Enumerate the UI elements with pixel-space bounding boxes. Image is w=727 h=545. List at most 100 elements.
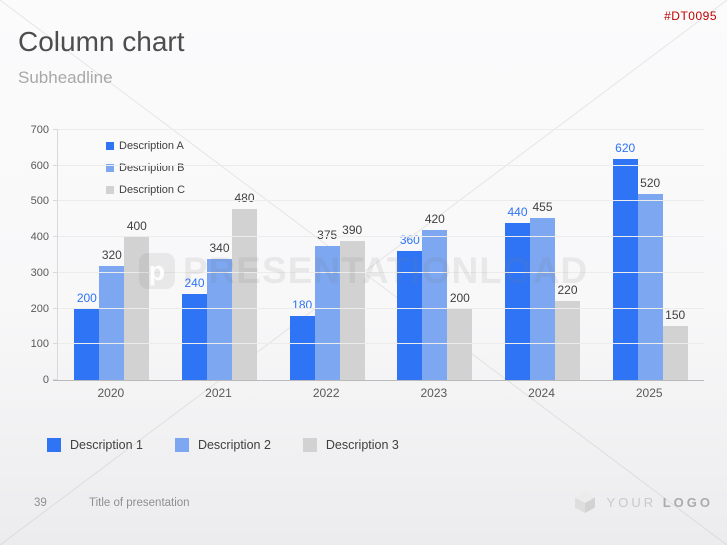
product-code: #DT0095 — [664, 9, 717, 23]
gridline-400 — [58, 236, 704, 238]
bar-value-label: 200 — [76, 290, 97, 305]
bar-slot: 420 — [422, 212, 448, 380]
x-axis-labels: 2020 2021 2022 2023 2024 2025 — [57, 386, 703, 400]
legend-label: Description 3 — [325, 438, 399, 452]
bar-slot: 400 — [124, 219, 150, 380]
bar-description-a-2025 — [612, 158, 638, 380]
bar-slot: 180 — [289, 298, 315, 380]
bar-description-c-2024 — [555, 301, 581, 380]
bar-value-label: 440 — [507, 204, 528, 219]
cube-logo-icon — [574, 492, 595, 513]
bar-slot: 440 — [505, 205, 531, 380]
y-tick-500 — [53, 200, 58, 202]
bar-description-b-2022 — [314, 246, 340, 380]
bar-value-label: 200 — [449, 290, 470, 305]
footer-logo: YOUR LOGO — [573, 490, 713, 514]
y-tick-label-0: 0 — [42, 374, 49, 386]
bar-value-label: 520 — [640, 176, 661, 191]
bar-value-label: 400 — [126, 219, 147, 234]
footer-presentation-title: Title of presentation — [89, 497, 190, 509]
bar-description-a-2023 — [397, 251, 423, 380]
bar-group-2021: 240 340 480 — [166, 130, 274, 380]
legend-item-description-1: Description 1 — [47, 438, 143, 452]
bar-group-2024: 440 455 220 — [489, 130, 597, 380]
x-tick-label-2024: 2024 — [528, 386, 555, 400]
bar-group-2022: 180 375 390 — [273, 130, 381, 380]
x-tick-label-2022: 2022 — [312, 386, 340, 400]
y-tick-label-300: 300 — [30, 266, 49, 279]
bar-value-label: 620 — [615, 140, 636, 155]
x-tick-label-2020: 2020 — [97, 386, 125, 400]
y-tick-label-400: 400 — [30, 231, 49, 244]
bar-value-label: 390 — [342, 222, 363, 237]
bar-description-b-2020 — [99, 265, 125, 380]
legend-swatch-icon — [106, 186, 114, 194]
y-tick-200 — [53, 307, 58, 309]
page-subtitle: Subheadline — [18, 68, 113, 87]
x-tick-label-2021: 2021 — [205, 386, 232, 400]
y-tick-label-200: 200 — [30, 302, 49, 315]
y-tick-300 — [53, 271, 58, 273]
logo-text-bold: LOGO — [662, 494, 713, 510]
bar-value-label: 420 — [424, 212, 445, 226]
bar-description-c-2022 — [339, 240, 365, 380]
bar-description-c-2020 — [124, 237, 150, 380]
bar-value-label: 455 — [532, 199, 553, 214]
page-number: 39 — [34, 497, 47, 509]
x-axis-line — [53, 380, 704, 381]
gridline-300 — [58, 271, 704, 273]
bar-slot: 360 — [397, 233, 423, 380]
gridline-600 — [58, 164, 704, 166]
bar-slot: 390 — [339, 223, 365, 380]
y-tick-label-500: 500 — [30, 195, 49, 208]
gridline-200 — [58, 307, 704, 309]
legend-label: Description C — [119, 184, 186, 196]
bar-value-label: 340 — [209, 240, 230, 255]
legend-item-description-2: Description 2 — [174, 438, 271, 452]
bar-slot: 320 — [99, 248, 125, 380]
legend-swatch-icon — [47, 438, 61, 452]
bar-slot: 150 — [662, 308, 688, 380]
bar-value-label: 150 — [665, 308, 686, 323]
legend-swatch-icon — [174, 438, 189, 452]
x-tick-label-2023: 2023 — [420, 386, 448, 400]
bar-description-b-2025 — [637, 194, 663, 380]
y-tick-600 — [53, 164, 58, 166]
legend-item-description-3: Description 3 — [302, 438, 399, 452]
legend-item-description-c: Description C — [106, 184, 185, 196]
gridline-100 — [58, 343, 704, 345]
bar-description-b-2021 — [207, 258, 232, 380]
bar-value-label: 320 — [101, 247, 122, 262]
bar-value-label: 375 — [317, 228, 338, 243]
legend-label: Description 2 — [197, 438, 271, 452]
bar-value-label: 220 — [557, 283, 578, 298]
y-tick-label-600: 600 — [30, 159, 49, 172]
y-tick-700 — [53, 129, 58, 130]
bar-description-c-2021 — [232, 208, 257, 380]
bar-description-b-2024 — [530, 217, 556, 380]
legend-swatch-icon — [106, 164, 114, 172]
y-tick-0 — [53, 379, 58, 380]
bar-slot: 455 — [530, 200, 556, 380]
bottom-legend: Description 1 Description 2 Description 3 — [47, 438, 399, 452]
page-title: Column chart — [18, 26, 185, 57]
bar-value-label: 480 — [234, 190, 255, 205]
y-tick-label-700: 700 — [30, 124, 49, 136]
legend-label: Description A — [119, 140, 184, 152]
y-tick-label-100: 100 — [30, 338, 49, 351]
bar-slot: 620 — [612, 141, 638, 380]
legend-swatch-icon — [106, 142, 114, 150]
bar-slot: 520 — [637, 176, 663, 380]
bar-description-a-2024 — [505, 222, 531, 380]
legend-swatch-icon — [302, 438, 317, 452]
bar-description-a-2021 — [182, 294, 207, 380]
bar-group-2025: 620 520 150 — [596, 130, 704, 380]
x-tick-label-2025: 2025 — [635, 386, 663, 400]
gridline-500 — [58, 200, 704, 202]
bar-description-a-2022 — [289, 315, 315, 380]
y-tick-400 — [53, 236, 58, 238]
legend-label: Description 1 — [70, 438, 143, 452]
bar-slot: 480 — [232, 191, 257, 380]
bar-value-label: 240 — [184, 276, 205, 291]
